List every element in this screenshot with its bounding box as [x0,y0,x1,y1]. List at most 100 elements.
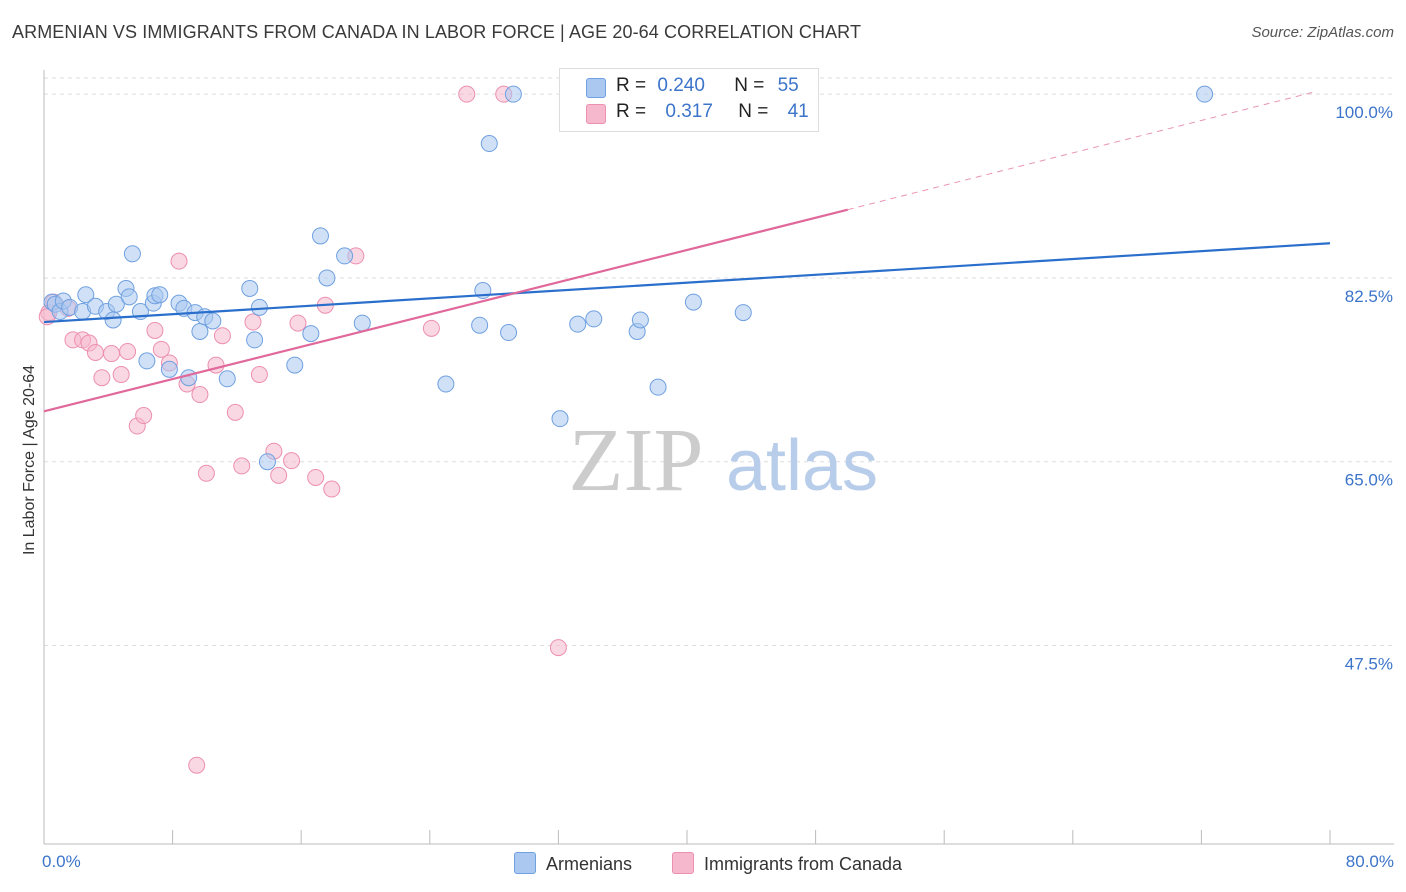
armenians-point [120,288,138,306]
armenians-point [250,298,268,316]
canada-point [103,345,121,363]
armenians-point [241,279,259,297]
canada-point [112,366,130,384]
axes [43,70,1394,845]
y-tick-label: 82.5% [1345,287,1393,306]
armenians-point [104,311,122,329]
legend-n-label: N = [738,101,769,122]
armenians-point [286,356,304,374]
legend-row-armenians: R = 0.240 N = 55 [586,75,799,98]
canada-point [270,466,288,484]
bottom-legend-canada: Immigrants from Canada [672,852,902,875]
armenians-point [107,295,125,313]
canada-point [119,342,137,360]
armenians-point [649,378,667,396]
y-tick-label: 65.0% [1345,471,1393,490]
armenians-point [585,310,603,328]
source-label: Source: ZipAtlas.com [1251,24,1394,41]
x-tick-min: 0.0% [42,852,81,871]
watermark-zip: ZIP [569,411,704,510]
legend-n-value: 55 [777,75,799,96]
canada-point [283,452,301,470]
canada-point [458,85,476,103]
canada-point [86,344,104,362]
armenians-point [246,331,264,349]
canada-point [197,464,215,482]
armenians-point [218,370,236,388]
legend-row-canada: R = 0.317 N = 41 [586,101,809,124]
legend-swatch-pink [586,104,606,124]
armenians-point [569,315,587,333]
canada-trend-line [43,208,849,413]
canada-point [170,252,188,270]
armenians-point [180,369,198,387]
canada-point [323,480,341,498]
armenians-point [1196,85,1214,103]
armenians-point [734,304,752,322]
bottom-legend-swatch-pink [672,852,694,874]
legend-n-label: N = [734,75,765,96]
y-tick-labels: 100.0% 82.5% 65.0% 47.5% [1335,103,1393,673]
armenians-point [123,245,141,263]
canada-point [191,386,209,404]
bottom-legend-label: Immigrants from Canada [704,854,903,874]
trend-lines [43,91,1331,413]
armenians-point [353,314,371,332]
gridlines [44,77,1394,647]
armenians-point [138,352,156,370]
armenians-point [318,269,336,287]
canada-trend-extension [847,91,1315,211]
y-tick-label: 47.5% [1345,655,1393,674]
canada-point [226,403,244,421]
armenians-point [551,410,569,428]
canada-point [289,314,307,332]
legend-r-label: R = [616,75,647,96]
armenians-point [151,286,169,304]
canada-point [152,340,170,358]
y-tick-label: 100.0% [1335,103,1393,122]
watermark: ZIP atlas [569,411,879,510]
chart-title: ARMENIAN VS IMMIGRANTS FROM CANADA IN LA… [12,22,862,42]
canada-point [207,356,225,374]
armenians-point [311,227,329,245]
y-axis-label: In Labor Force | Age 20-64 [21,364,38,556]
x-tick-max: 80.0% [1345,852,1394,871]
armenians-point [631,311,649,329]
armenians-point [500,324,518,342]
canada-point [549,639,567,657]
armenians-point [77,286,95,304]
canada-point [188,756,206,774]
armenians-point [160,360,178,378]
legend-swatch-blue [586,78,606,98]
armenians-point [684,293,702,311]
armenians-point [258,453,276,471]
legend-r-value: 0.240 [657,75,705,96]
legend-n-value: 41 [787,101,809,122]
legend-r-value: 0.317 [665,101,713,122]
canada-point [233,457,251,475]
canada-point [244,313,262,331]
armenians-point [480,135,498,153]
canada-point [93,369,111,387]
armenians-point [204,312,222,330]
legend-r-label: R = [616,101,647,122]
bottom-legend-swatch-blue [514,852,536,874]
armenians-point [336,247,354,265]
bottom-legend-label: Armenians [546,854,633,874]
canada-point [146,321,164,339]
armenians-point [191,323,209,341]
stats-legend: R = 0.240 N = 55 R = 0.317 N = 41 [559,68,819,132]
series-armenians-points [43,85,1214,471]
canada-point [307,468,325,486]
armenians-point [437,375,455,393]
armenians-trend-line [43,242,1331,324]
canada-point [213,327,231,345]
canada-point [135,407,153,425]
watermark-atlas: atlas [726,426,878,506]
canada-point [250,366,268,384]
canada-point [422,319,440,337]
armenians-point [302,325,320,343]
armenians-point [504,85,522,103]
bottom-legend-armenians: Armenians [514,852,632,875]
